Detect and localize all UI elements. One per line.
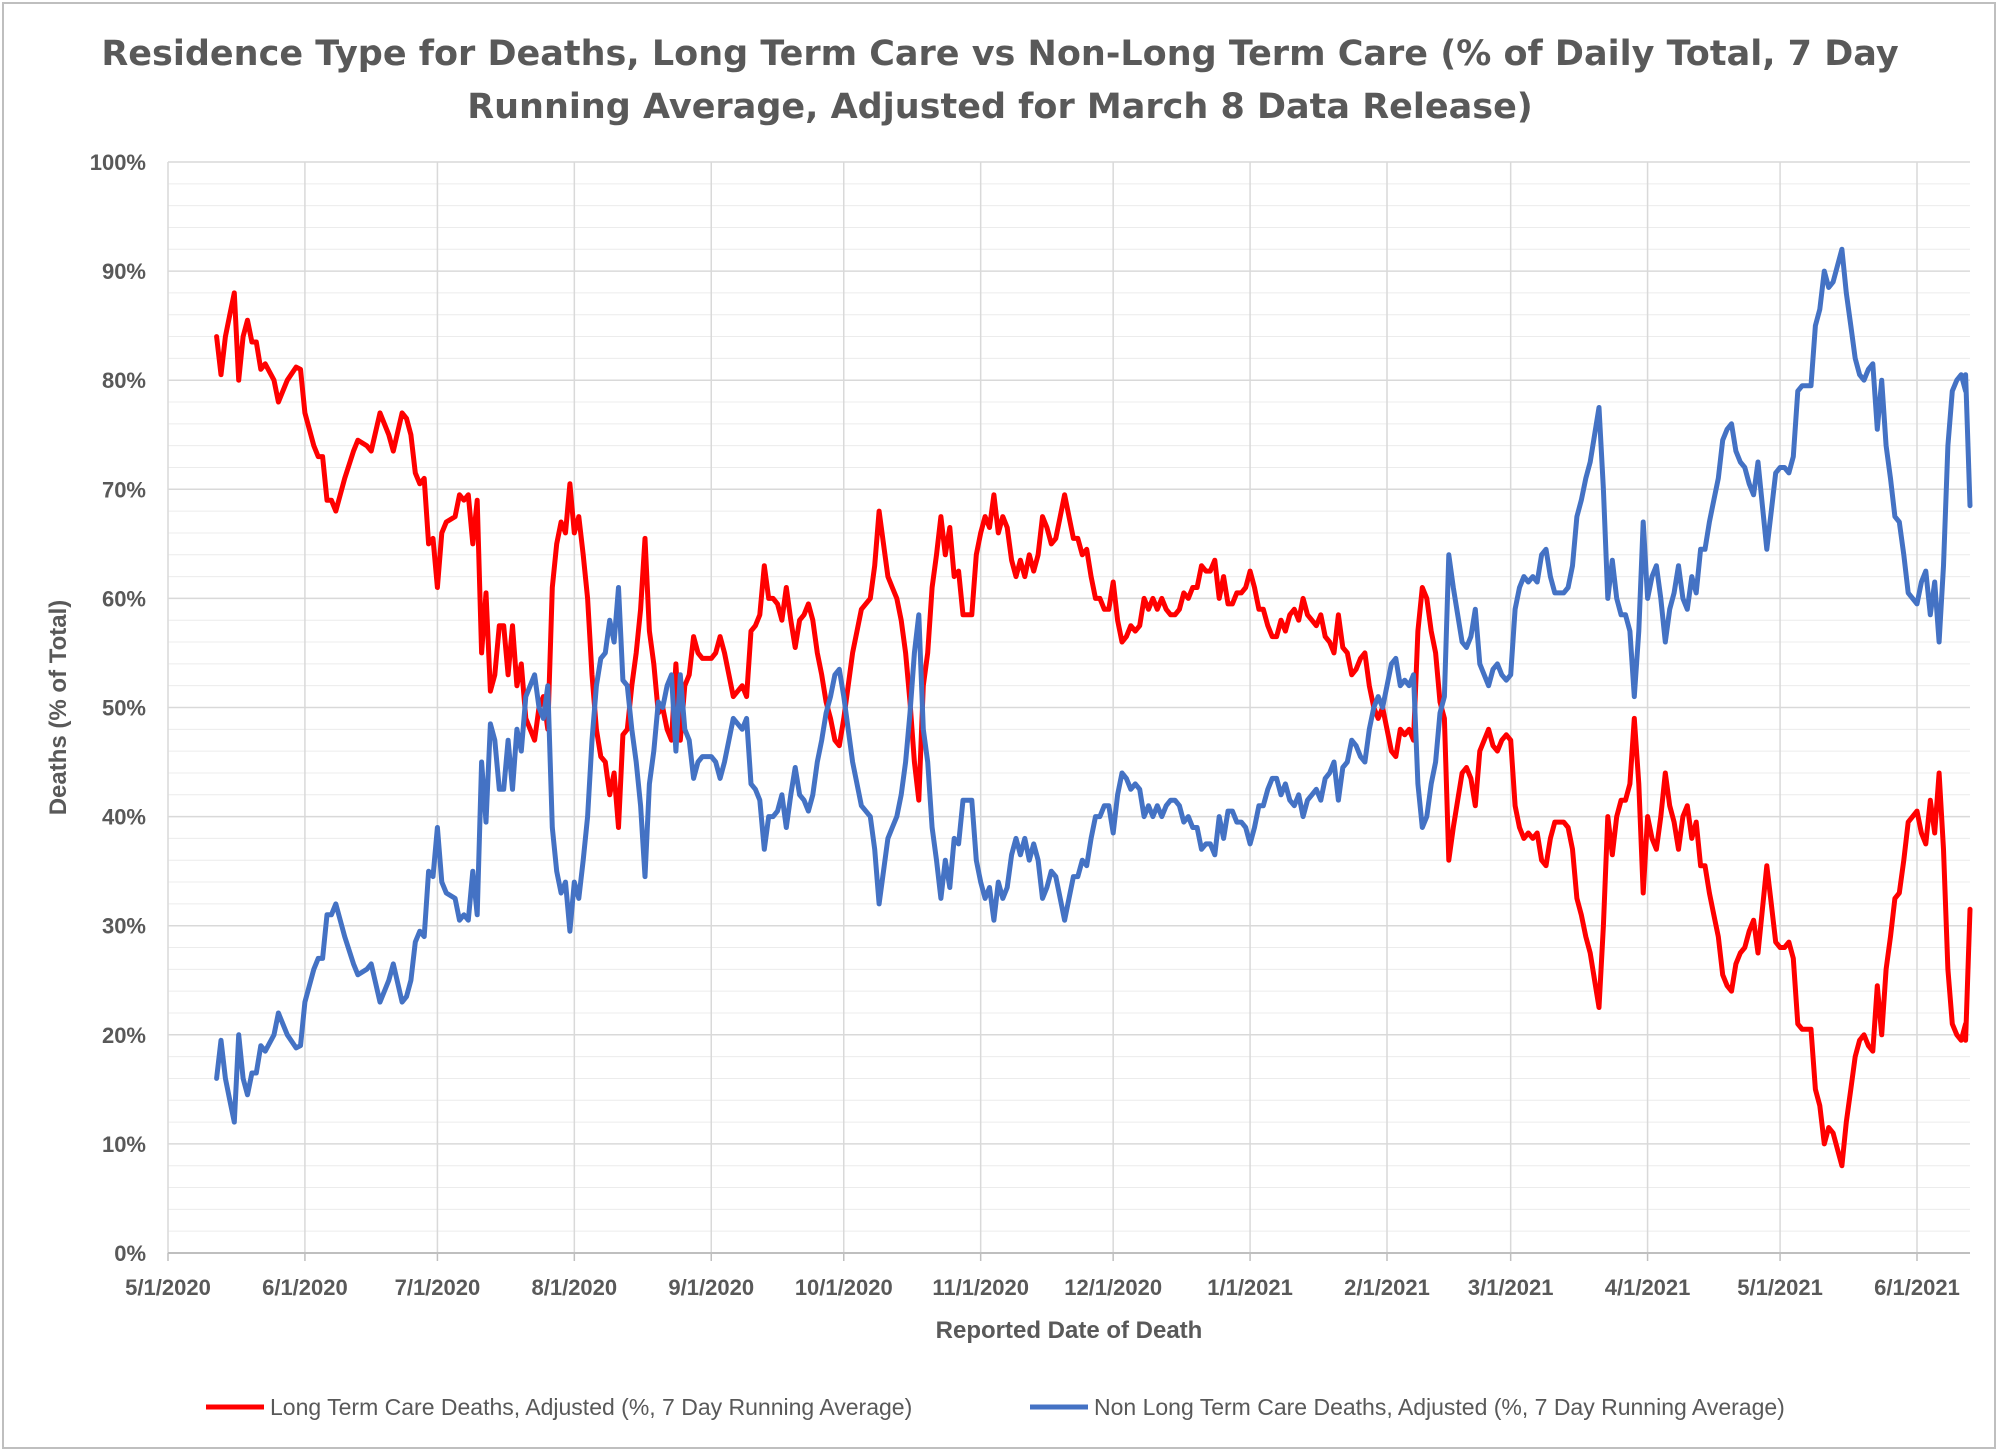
x-tick-label: 9/1/2020 — [668, 1275, 754, 1300]
y-tick-label: 90% — [102, 259, 146, 284]
y-tick-label: 80% — [102, 368, 146, 393]
x-tick-label: 4/1/2021 — [1605, 1275, 1691, 1300]
y-tick-label: 50% — [102, 696, 146, 721]
y-tick-label: 30% — [102, 914, 146, 939]
y-tick-label: 10% — [102, 1132, 146, 1157]
x-tick-label: 2/1/2021 — [1344, 1275, 1430, 1300]
x-axis-title: Reported Date of Death — [936, 1317, 1203, 1344]
y-tick-label: 70% — [102, 477, 146, 502]
x-tick-label: 12/1/2020 — [1064, 1275, 1162, 1300]
x-tick-label: 5/1/2020 — [125, 1275, 211, 1300]
chart-title: Residence Type for Deaths, Long Term Car… — [0, 28, 2000, 134]
series-lines — [214, 246, 1973, 1169]
y-tick-label: 20% — [102, 1023, 146, 1048]
legend: Long Term Care Deaths, Adjusted (%, 7 Da… — [206, 1394, 1785, 1420]
y-axis-title: Deaths (% of Total) — [45, 600, 72, 816]
chart-title-line-2: Running Average, Adjusted for March 8 Da… — [467, 87, 1533, 127]
x-tick-label: 6/1/2021 — [1874, 1275, 1960, 1300]
x-tick-label: 7/1/2020 — [395, 1275, 481, 1300]
y-tick-label: 0% — [114, 1241, 146, 1266]
x-tick-label: 3/1/2021 — [1468, 1275, 1554, 1300]
y-tick-label: 100% — [90, 150, 146, 175]
y-axis-ticks: 0% 10% 20% 30% 40% 50% 60% 70% 80% 90% 100% — [90, 150, 146, 1266]
x-axis-ticks: 5/1/2020 6/1/2020 7/1/2020 8/1/2020 9/1/2020… — [125, 1253, 1960, 1300]
legend-label-non-ltc: Non Long Term Care Deaths, Adjusted (%, … — [1094, 1394, 1785, 1420]
x-tick-label: 6/1/2020 — [262, 1275, 348, 1300]
chart-title-line-1: Residence Type for Deaths, Long Term Car… — [101, 34, 1899, 74]
x-tick-label: 10/1/2020 — [795, 1275, 893, 1300]
x-tick-label: 1/1/2021 — [1207, 1275, 1293, 1300]
series-line-ltc — [214, 290, 1973, 1169]
y-tick-label: 60% — [102, 586, 146, 611]
vertical-gridlines — [167, 162, 1918, 1253]
x-tick-label: 8/1/2020 — [532, 1275, 618, 1300]
legend-label-ltc: Long Term Care Deaths, Adjusted (%, 7 Da… — [270, 1394, 912, 1420]
major-gridlines — [168, 161, 1970, 1145]
series-line-non-ltc — [214, 246, 1973, 1125]
x-tick-label: 5/1/2021 — [1737, 1275, 1823, 1300]
y-tick-label: 40% — [102, 805, 146, 830]
x-tick-label: 11/1/2020 — [932, 1275, 1029, 1300]
